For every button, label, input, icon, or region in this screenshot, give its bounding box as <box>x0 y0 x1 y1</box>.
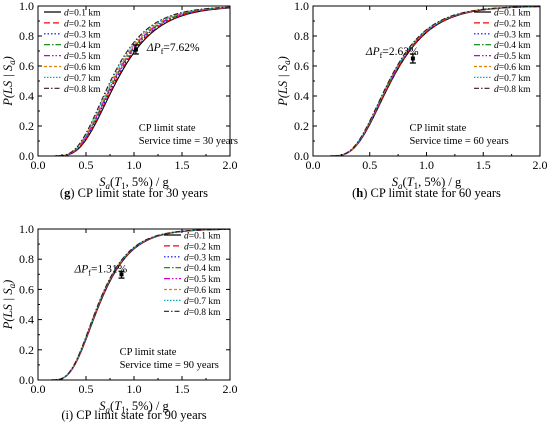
legend-entry-5: d=0.5 km <box>64 52 101 62</box>
delta-pf-annotation: ΔPf=2.63% <box>365 46 419 60</box>
y-axis-label: P(LS | Sa) <box>276 56 292 107</box>
legend-entry-4: d=0.4 km <box>64 41 101 51</box>
x-tick-label: 1.5 <box>175 382 190 396</box>
legend-entry-1: d=0.1 km <box>494 9 531 19</box>
y-tick-label: 1.0 <box>294 0 309 13</box>
error-bar-marker <box>133 47 138 52</box>
y-tick-label: 0.8 <box>19 29 34 43</box>
y-tick-label: 0.0 <box>19 149 34 163</box>
legend-entry-5: d=0.5 km <box>494 52 531 62</box>
legend-entry-3: d=0.3 km <box>64 30 101 40</box>
chart-panel-h: 0.0 0.5 1.0 1.5 2.0 0.0 0.2 0.4 0.6 0.8 1.0 P(LS | … <box>276 0 548 200</box>
legend-entry-8: d=0.8 km <box>64 85 101 95</box>
error-bar-marker <box>119 272 124 277</box>
legend: d=0.1 kmd=0.2 kmd=0.3 kmd=0.4 kmd=0.5 km… <box>44 9 101 95</box>
limit-state-label: CP limit state <box>409 123 466 134</box>
y-tick-label: 0.2 <box>294 119 309 133</box>
legend-entry-2: d=0.2 km <box>64 19 101 29</box>
legend-entry-7: d=0.7 km <box>494 74 531 84</box>
x-tick-label: 0.0 <box>306 158 321 172</box>
x-tick-label: 2.0 <box>223 158 238 172</box>
legend-entry-3: d=0.3 km <box>184 253 221 263</box>
x-axis-label: Sa(T1, 5%) / g <box>392 175 462 191</box>
x-tick-label: 1.5 <box>175 158 190 172</box>
x-axis-label: Sa(T1, 5%) / g <box>99 175 169 191</box>
series-lines <box>38 228 231 381</box>
legend-entry-8: d=0.8 km <box>184 308 221 318</box>
service-time-label: Service time = 30 years <box>139 136 238 147</box>
y-tick-label: 0.4 <box>294 89 309 103</box>
x-tick-label: 1.0 <box>127 382 142 396</box>
legend-entry-5: d=0.5 km <box>184 275 221 285</box>
legend: d=0.1 kmd=0.2 kmd=0.3 kmd=0.4 kmd=0.5 km… <box>474 9 531 95</box>
series-line-8 <box>313 5 541 157</box>
chart-panel-g: 0.0 0.5 1.0 1.5 2.0 0.0 0.2 0.4 0.6 0.8 1.0 P(LS | … <box>1 0 238 200</box>
legend-entry-1: d=0.1 km <box>184 232 221 242</box>
series-lines <box>38 6 231 157</box>
y-tick-label: 0.6 <box>19 282 34 296</box>
legend-entry-8: d=0.8 km <box>494 85 531 95</box>
legend-entry-6: d=0.6 km <box>494 63 531 73</box>
panel-caption: (i) CP limit state for 90 years <box>61 408 206 422</box>
y-tick-label: 0.8 <box>19 252 34 266</box>
y-tick-label: 0.2 <box>19 343 34 357</box>
x-tick-label: 1.5 <box>476 158 491 172</box>
y-tick-label: 0.6 <box>294 59 309 73</box>
legend-entry-4: d=0.4 km <box>184 264 221 274</box>
x-tick-label: 2.0 <box>223 382 238 396</box>
y-axis-label: P(LS | Sa) <box>1 280 17 331</box>
legend-entry-3: d=0.3 km <box>494 30 531 40</box>
y-tick-label: 0.0 <box>19 373 34 387</box>
service-time-label: Service time = 90 years <box>120 360 219 371</box>
series-line-8 <box>38 6 231 157</box>
x-tick-label: 0.5 <box>362 158 377 172</box>
error-bar <box>118 270 125 279</box>
error-bar <box>132 44 139 55</box>
legend-entry-1: d=0.1 km <box>64 9 101 19</box>
x-tick-label: 0.5 <box>79 382 94 396</box>
limit-state-label: CP limit state <box>139 123 196 134</box>
y-tick-label: 0.0 <box>294 149 309 163</box>
x-tick-label: 2.0 <box>533 158 548 172</box>
y-tick-label: 1.0 <box>19 222 34 236</box>
y-tick-label: 0.6 <box>19 59 34 73</box>
error-bar-marker <box>410 56 415 61</box>
x-axis-label: Sa(T1, 5%) / g <box>99 399 169 415</box>
limit-state-label: CP limit state <box>120 347 177 358</box>
x-tick-label: 0.0 <box>31 158 46 172</box>
legend-entry-2: d=0.2 km <box>184 242 221 252</box>
delta-pf-annotation: ΔPf=1.31% <box>74 263 128 277</box>
y-tick-label: 1.0 <box>19 0 34 13</box>
legend: d=0.1 kmd=0.2 kmd=0.3 kmd=0.4 kmd=0.5 km… <box>164 232 221 318</box>
y-tick-label: 0.4 <box>19 89 34 103</box>
y-tick-label: 0.2 <box>19 119 34 133</box>
y-tick-label: 0.4 <box>19 313 34 327</box>
x-tick-label: 1.0 <box>127 158 142 172</box>
panel-caption: (h) CP limit state for 60 years <box>352 186 501 200</box>
y-axis-label: P(LS | Sa) <box>1 56 17 107</box>
delta-pf-annotation: ΔPf=7.62% <box>146 42 200 56</box>
legend-entry-2: d=0.2 km <box>494 19 531 29</box>
legend-entry-7: d=0.7 km <box>64 74 101 84</box>
service-time-label: Service time = 60 years <box>409 136 508 147</box>
legend-entry-6: d=0.6 km <box>64 63 101 73</box>
chart-panel-i: 0.0 0.5 1.0 1.5 2.0 0.0 0.2 0.4 0.6 0.8 1.0 P(LS | … <box>1 222 238 422</box>
series-line-8 <box>38 228 231 381</box>
legend-entry-4: d=0.4 km <box>494 41 531 51</box>
panel-caption: (g) CP limit state for 30 years <box>60 186 208 200</box>
legend-entry-7: d=0.7 km <box>184 297 221 307</box>
x-tick-label: 1.0 <box>419 158 434 172</box>
legend-entry-6: d=0.6 km <box>184 286 221 296</box>
series-lines <box>313 5 541 157</box>
x-tick-label: 0.0 <box>31 382 46 396</box>
y-tick-label: 0.8 <box>294 29 309 43</box>
error-bar <box>409 53 416 64</box>
x-tick-label: 0.5 <box>79 158 94 172</box>
